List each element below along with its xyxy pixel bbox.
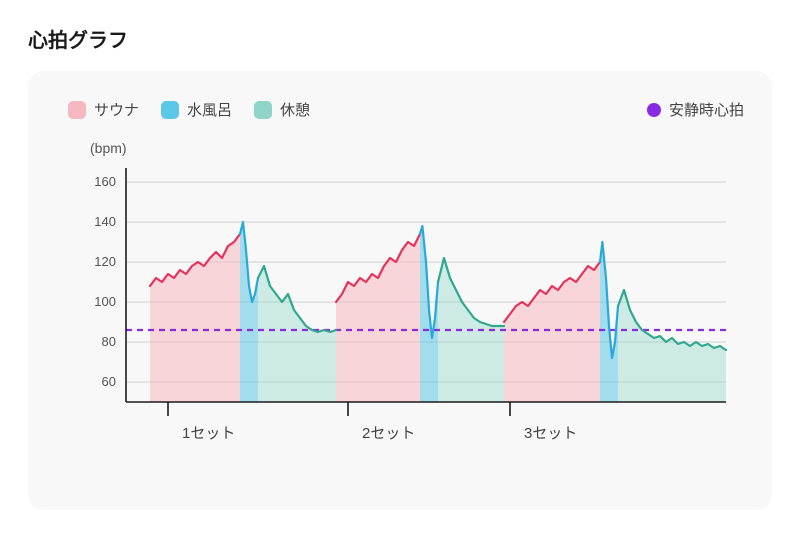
legend-resting-hr-swatch [647, 103, 661, 117]
legend-sauna-swatch [68, 101, 86, 119]
legend-sauna: サウナ [68, 99, 139, 120]
y-tick-label: 140 [94, 214, 116, 229]
y-tick-label: 100 [94, 294, 116, 309]
legend-water: 水風呂 [161, 99, 232, 120]
chart-container: (bpm) 60 80 100 120 140 160 1セット 2セット 3セット [56, 140, 744, 482]
y-axis-label: (bpm) [90, 140, 744, 156]
page-title: 心拍グラフ [28, 24, 772, 53]
y-tick-label: 60 [102, 374, 116, 389]
legend-sauna-label: サウナ [94, 99, 139, 120]
legend: サウナ 水風呂 休憩 安静時心拍 [56, 99, 744, 120]
x-tick-label: 1セット [182, 425, 235, 442]
legend-rest-label: 休憩 [280, 99, 310, 120]
y-tick-label: 80 [102, 334, 116, 349]
legend-resting-hr-label: 安静時心拍 [669, 99, 744, 120]
x-tick-label: 2セット [362, 425, 415, 442]
legend-rest-swatch [254, 101, 272, 119]
legend-water-label: 水風呂 [187, 99, 232, 120]
y-tick-label: 120 [94, 254, 116, 269]
x-tick-label: 3セット [524, 425, 577, 442]
y-tick-label: 160 [94, 174, 116, 189]
legend-water-swatch [161, 101, 179, 119]
chart-card: サウナ 水風呂 休憩 安静時心拍 (bpm) 60 80 100 120 140 160 1… [28, 71, 772, 510]
legend-resting-hr: 安静時心拍 [647, 99, 744, 120]
heart-rate-chart: 60 80 100 120 140 160 1セット 2セット 3セット [56, 162, 736, 482]
legend-rest: 休憩 [254, 99, 310, 120]
